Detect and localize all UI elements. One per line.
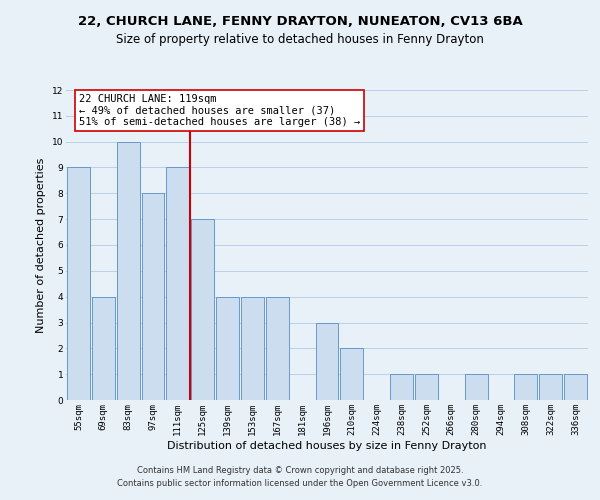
Bar — [117, 142, 140, 400]
Y-axis label: Number of detached properties: Number of detached properties — [36, 158, 46, 332]
X-axis label: Distribution of detached houses by size in Fenny Drayton: Distribution of detached houses by size … — [167, 440, 487, 450]
Text: 22, CHURCH LANE, FENNY DRAYTON, NUNEATON, CV13 6BA: 22, CHURCH LANE, FENNY DRAYTON, NUNEATON… — [77, 15, 523, 28]
Bar — [92, 296, 115, 400]
Bar — [142, 194, 164, 400]
Bar — [514, 374, 537, 400]
Bar — [216, 296, 239, 400]
Text: Size of property relative to detached houses in Fenny Drayton: Size of property relative to detached ho… — [116, 32, 484, 46]
Bar — [67, 168, 90, 400]
Bar — [316, 322, 338, 400]
Text: Contains HM Land Registry data © Crown copyright and database right 2025.
Contai: Contains HM Land Registry data © Crown c… — [118, 466, 482, 487]
Bar — [415, 374, 438, 400]
Text: 22 CHURCH LANE: 119sqm
← 49% of detached houses are smaller (37)
51% of semi-det: 22 CHURCH LANE: 119sqm ← 49% of detached… — [79, 94, 360, 127]
Bar — [166, 168, 189, 400]
Bar — [241, 296, 264, 400]
Bar — [390, 374, 413, 400]
Bar — [564, 374, 587, 400]
Bar — [465, 374, 488, 400]
Bar — [340, 348, 363, 400]
Bar — [266, 296, 289, 400]
Bar — [539, 374, 562, 400]
Bar — [191, 219, 214, 400]
